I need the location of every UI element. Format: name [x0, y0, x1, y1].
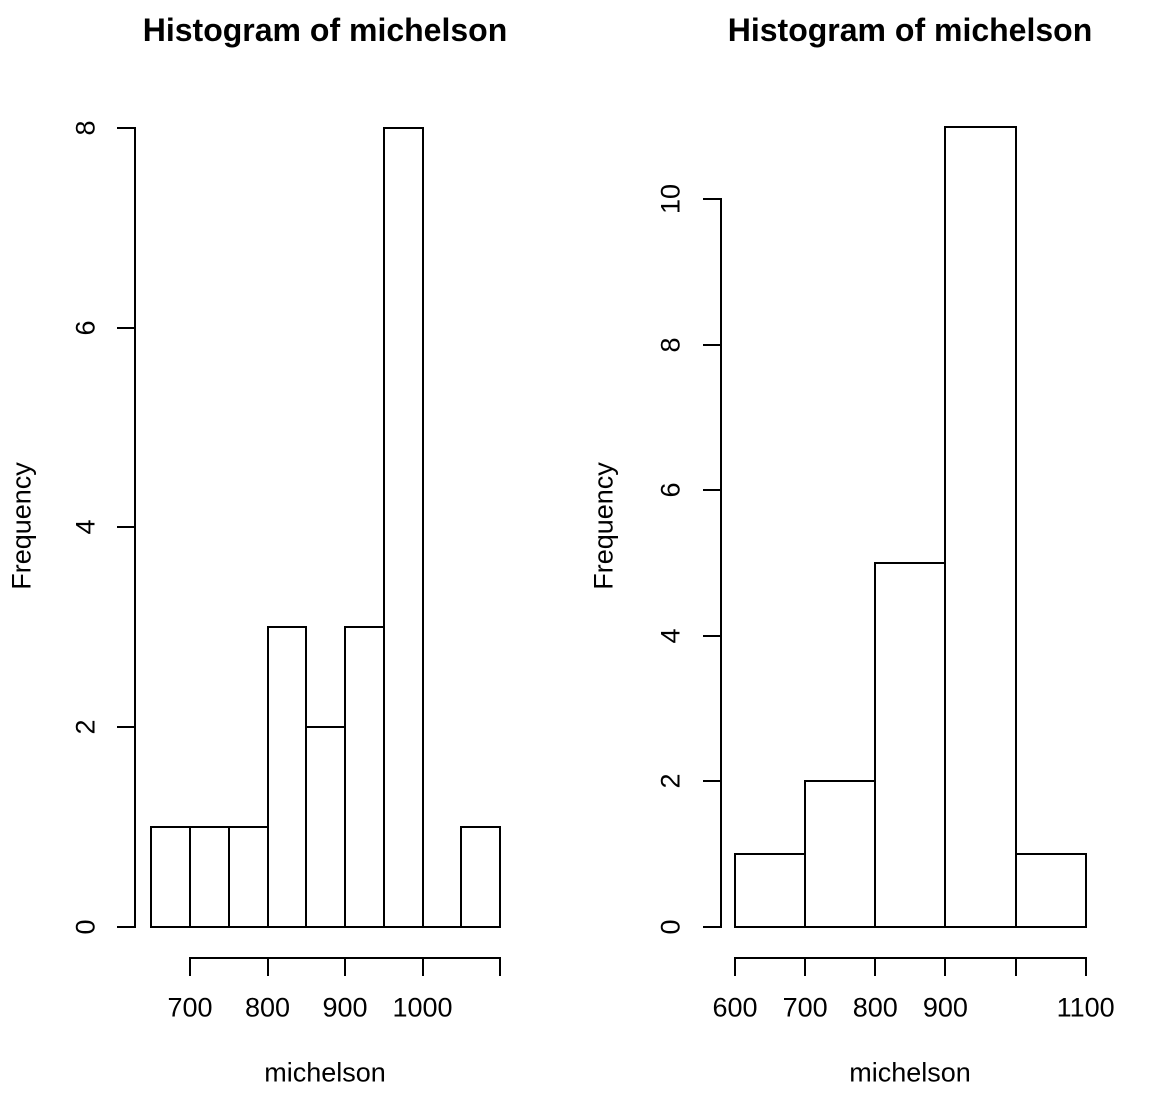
x-axis-title: michelson [264, 1057, 386, 1088]
x-tick-label: 900 [922, 992, 968, 1023]
y-tick-label: 4 [655, 628, 686, 644]
x-axis-tick [874, 957, 877, 976]
chart-title: Histogram of michelson [727, 12, 1093, 48]
histogram-bar [227, 826, 269, 928]
histogram-bar [874, 562, 947, 928]
x-axis-tick [189, 957, 191, 976]
histogram-bar [1014, 853, 1087, 928]
x-tick-label: 1100 [1056, 992, 1115, 1023]
x-tick-label: 700 [167, 992, 213, 1023]
y-axis-tick [703, 780, 721, 783]
x-axis-tick [804, 957, 807, 976]
y-axis-tick [117, 926, 135, 928]
x-axis-line [734, 957, 1087, 959]
histogram-bar [189, 826, 230, 928]
y-axis-tick [117, 726, 135, 729]
x-tick-label: 600 [712, 992, 758, 1023]
y-axis-tick [117, 326, 135, 329]
y-axis-title: Frequency [588, 462, 619, 590]
histogram-bar [734, 853, 807, 928]
histogram-bar [460, 826, 501, 928]
y-tick-label: 6 [655, 482, 686, 498]
x-tick-label: 800 [244, 992, 291, 1023]
x-axis-title: michelson [849, 1057, 971, 1088]
y-axis-tick [703, 926, 721, 928]
y-axis-tick [703, 198, 721, 201]
x-axis-tick [266, 957, 269, 976]
x-tick-label: 900 [322, 992, 368, 1023]
y-axis-tick [703, 489, 721, 492]
histogram-bar-zero [421, 926, 463, 928]
x-axis-tick [344, 957, 346, 976]
y-tick-label: 2 [655, 773, 686, 789]
y-axis-tick [117, 526, 135, 529]
x-axis-tick [734, 957, 736, 976]
x-axis-tick [944, 957, 947, 976]
y-axis-tick [703, 634, 721, 637]
histogram-bar [150, 826, 191, 928]
x-axis-tick [1014, 957, 1017, 976]
y-axis-line [720, 198, 722, 928]
y-axis-tick [117, 126, 135, 129]
y-tick-label: 10 [655, 184, 686, 215]
histogram-bar [382, 126, 424, 928]
y-axis-tick [703, 343, 721, 346]
histogram-bar [305, 726, 346, 928]
histogram-bar [804, 780, 877, 928]
x-axis-tick [421, 957, 424, 976]
y-tick-label: 8 [655, 337, 686, 353]
x-axis-tick [499, 957, 501, 976]
x-axis-tick [1084, 957, 1087, 976]
y-axis-line [134, 126, 136, 928]
x-tick-label: 700 [782, 992, 828, 1023]
x-tick-label: 1000 [392, 992, 453, 1023]
histogram-bar [944, 125, 1017, 928]
chart-title: Histogram of michelson [142, 12, 508, 48]
x-tick-label: 800 [852, 992, 898, 1023]
y-tick-label: 0 [655, 919, 686, 935]
